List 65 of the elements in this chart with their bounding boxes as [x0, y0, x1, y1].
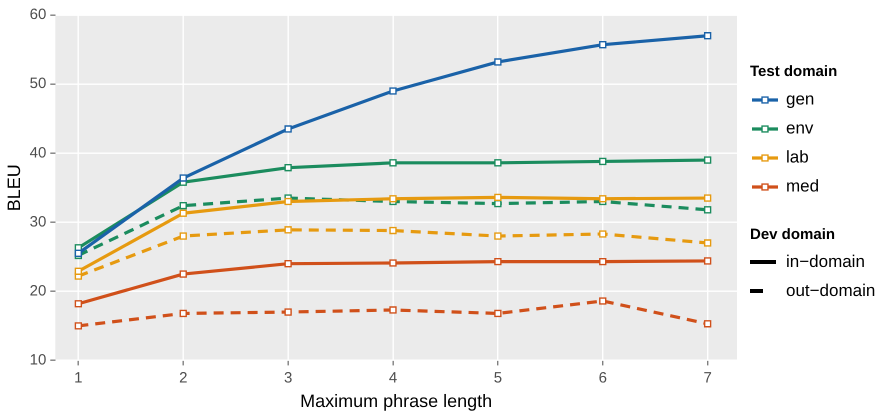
text: Dev domain	[750, 226, 836, 243]
y-tick-label: 10	[30, 352, 46, 369]
point	[704, 239, 712, 247]
point	[599, 258, 606, 266]
point	[180, 174, 187, 182]
point	[180, 202, 187, 210]
point	[180, 270, 187, 278]
x-tick-label: 6	[598, 370, 607, 387]
point	[389, 306, 397, 314]
point	[180, 232, 187, 240]
y-tick-label: 60	[30, 6, 46, 24]
y-tick-label: 50	[30, 75, 46, 92]
point	[494, 258, 502, 266]
legend-label: gen	[786, 90, 814, 109]
point	[494, 232, 502, 240]
text: out−domain	[786, 280, 876, 300]
y-tick-label: 40	[30, 144, 46, 162]
point	[389, 226, 397, 234]
point	[599, 41, 606, 48]
point	[284, 308, 292, 316]
point	[494, 58, 502, 66]
point	[704, 194, 712, 202]
point	[704, 32, 712, 40]
point	[704, 156, 712, 164]
x-tick-label: 4	[388, 370, 398, 387]
legend-title: Test domain	[750, 63, 838, 80]
legend-label: lab	[786, 148, 809, 167]
y-tick-label: 30	[30, 213, 46, 230]
x-tick-label: 2	[179, 370, 188, 387]
point	[74, 250, 82, 257]
point	[599, 230, 606, 238]
point	[599, 158, 606, 166]
point	[704, 320, 712, 328]
point	[494, 310, 502, 318]
point	[494, 159, 502, 166]
point	[389, 159, 397, 166]
legend-label: env	[786, 118, 814, 138]
point	[494, 194, 502, 202]
y-axis-title: BLEU	[4, 164, 24, 212]
point	[284, 198, 292, 206]
x-tick-label: 5	[494, 370, 502, 387]
point	[704, 206, 712, 214]
point	[599, 297, 606, 305]
point	[389, 195, 397, 202]
point	[180, 310, 187, 318]
point	[284, 164, 292, 172]
point	[284, 260, 292, 268]
x-axis-title: Maximum phrase length	[300, 391, 492, 412]
legend-label: med	[786, 176, 820, 196]
point	[599, 195, 606, 202]
y-tick-label: 20	[30, 282, 46, 300]
text: in−domain	[786, 252, 865, 272]
point	[284, 125, 292, 133]
point	[284, 226, 292, 234]
point	[180, 210, 187, 217]
point	[74, 268, 82, 275]
point	[389, 87, 397, 95]
point	[74, 322, 82, 330]
x-tick-label: 7	[703, 370, 712, 387]
point	[74, 300, 82, 308]
x-tick-label: 1	[74, 370, 83, 387]
point	[704, 257, 712, 265]
point	[494, 200, 502, 208]
x-tick-label: 3	[284, 370, 292, 387]
point	[389, 259, 397, 267]
